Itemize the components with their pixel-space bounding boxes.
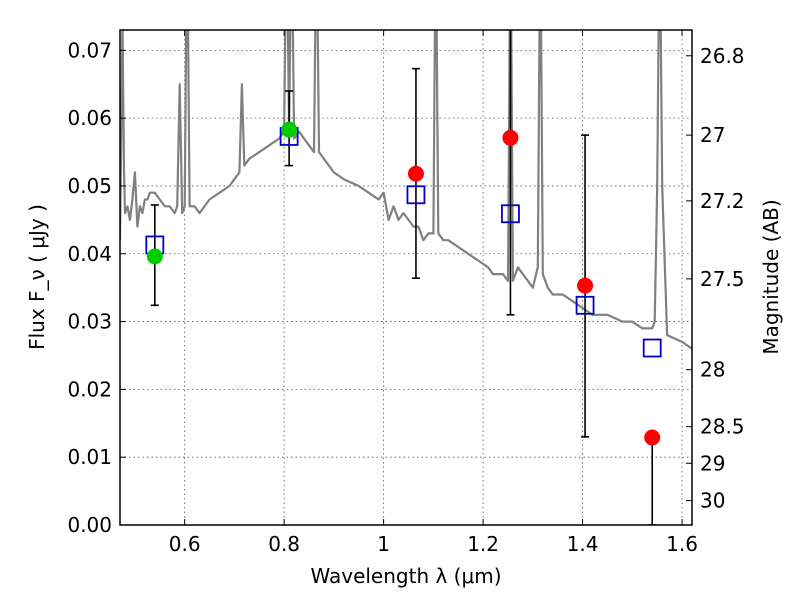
x-tick-label: 0.8: [268, 532, 300, 556]
model-band-square: [642, 338, 662, 358]
sed-model-line: [120, 30, 692, 350]
observed-point-green: [146, 248, 163, 265]
x-tick-label: 1.2: [467, 532, 499, 556]
model-band-square: [406, 185, 426, 205]
x-tick-label: 1.6: [666, 532, 698, 556]
mag-tick-label: 26.8: [700, 44, 745, 68]
y-tick-label: 0.07: [67, 38, 112, 62]
observed-point-red: [407, 165, 424, 182]
y-tick-label: 0.00: [67, 513, 112, 537]
x-axis-label: Wavelength λ (μm): [310, 564, 501, 588]
mag-tick-label: 27.2: [700, 189, 745, 213]
x-tick-label: 1.4: [567, 532, 599, 556]
mag-tick-label: 29: [700, 451, 725, 475]
y-tick-label: 0.03: [67, 310, 112, 334]
y-axis-right-label: Magnitude (AB): [759, 199, 783, 354]
model-band-square: [575, 295, 595, 315]
axis-labels: Wavelength λ (μm) Flux F_ν ( μJy ) Magni…: [25, 199, 783, 588]
y-tick-label: 0.01: [67, 445, 112, 469]
y-tick-label: 0.06: [67, 106, 112, 130]
observed-point-red: [502, 129, 519, 146]
axis-ticks: 0.6 0.8 1 1.2 1.4 1.6 0.00 0.01 0.02 0.03 0.04 0.05…: [67, 30, 745, 556]
x-tick-label: 0.6: [169, 532, 201, 556]
y-tick-label: 0.02: [67, 377, 112, 401]
mag-tick-label: 27: [700, 123, 725, 147]
mag-tick-label: 30: [700, 489, 725, 513]
observed-point-red: [644, 429, 661, 446]
plot-area: [120, 30, 692, 525]
mag-tick-label: 28: [700, 358, 725, 382]
mag-tick-label: 28.5: [700, 415, 745, 439]
y-axis-label: Flux F_ν ( μJy ): [25, 204, 49, 350]
mag-tick-label: 27.5: [700, 267, 745, 291]
observed-point-red: [577, 277, 594, 294]
grid: [120, 30, 692, 526]
y-tick-label: 0.04: [67, 242, 112, 266]
model-band-square: [501, 204, 520, 224]
x-tick-label: 1: [377, 532, 390, 556]
plot-frame: [119, 29, 693, 526]
observed-point-green: [281, 121, 298, 138]
y-tick-label: 0.05: [67, 174, 112, 198]
